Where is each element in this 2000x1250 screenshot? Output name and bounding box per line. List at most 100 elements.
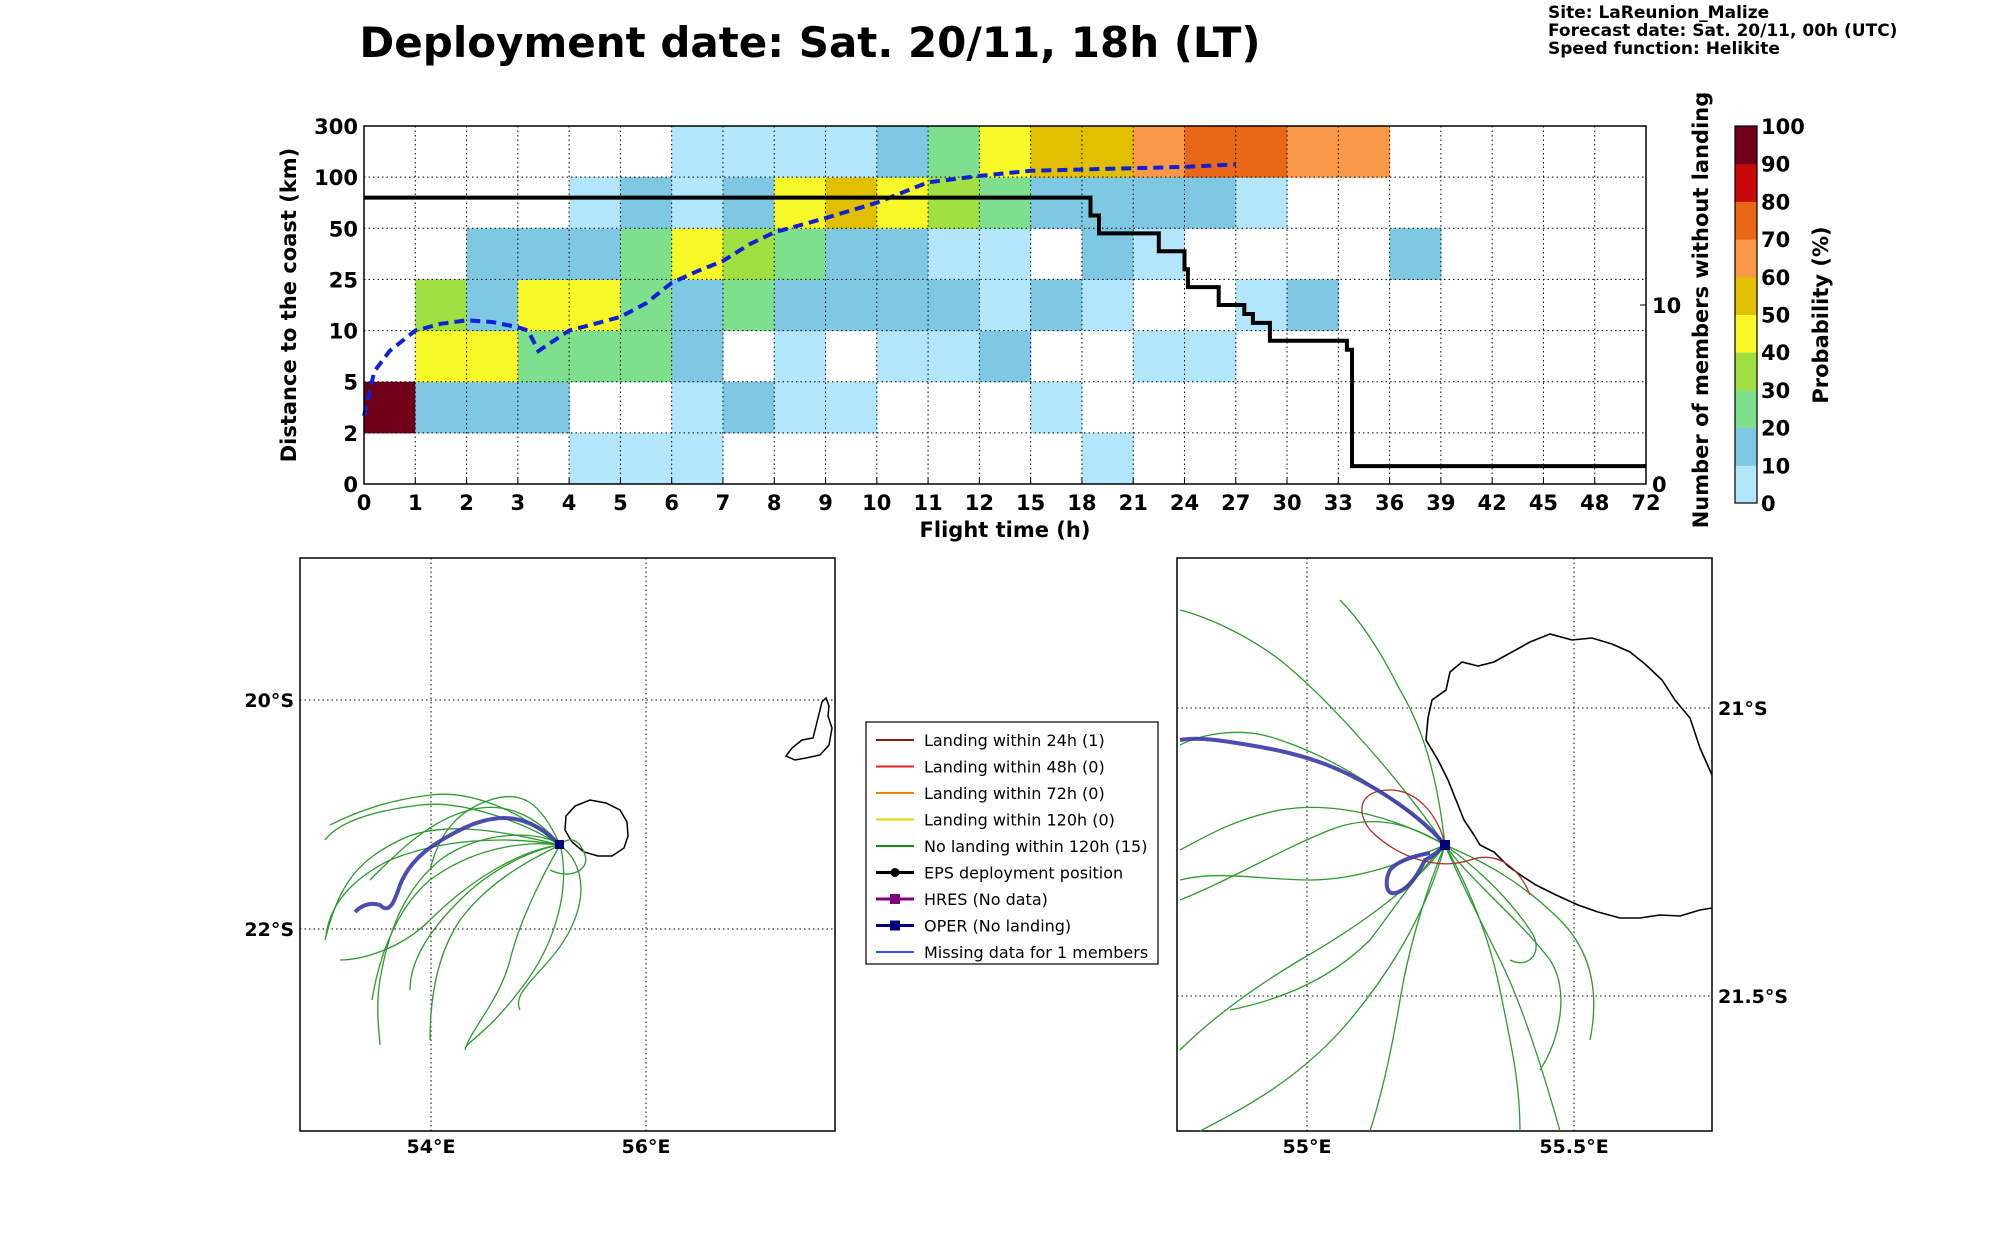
x-tick-label: 11	[913, 491, 942, 515]
legend-label: Landing within 48h (0)	[924, 758, 1105, 777]
heatmap-cell	[979, 177, 1032, 229]
colorbar-tick-label: 30	[1761, 379, 1790, 403]
legend-item: Landing within 72h (0)	[876, 784, 1105, 803]
x-tick-label: 8	[767, 491, 782, 515]
heatmap-cell	[1235, 126, 1288, 178]
zoom-lat-label: 21.5°S	[1718, 986, 1788, 1008]
x-tick-label: 9	[818, 491, 833, 515]
y-tick-label: 25	[329, 268, 358, 292]
zoom-map: 21°S 21.5°S 55°E 55.5°E	[1176, 557, 1788, 1158]
heatmap-cell	[825, 177, 878, 229]
legend-item: No landing within 120h (15)	[876, 837, 1147, 856]
heatmap-cell	[466, 228, 519, 280]
legend-item: EPS deployment position	[876, 864, 1123, 883]
reunion-island-outline	[564, 799, 629, 857]
colorbar-tick-label: 20	[1761, 417, 1790, 441]
heatmap-cell	[979, 126, 1032, 178]
heatmap-cells	[364, 126, 1442, 485]
colorbar-segment	[1735, 126, 1757, 165]
x-tick-label: 10	[862, 491, 891, 515]
oper-deployment-marker	[1440, 840, 1450, 850]
colorbar-tick-label: 90	[1761, 153, 1790, 177]
heatmap-cell	[1133, 330, 1185, 383]
colorbar-tick-label: 100	[1761, 115, 1805, 139]
overview-map-frame	[299, 557, 836, 1132]
heatmap-cell	[722, 381, 775, 434]
heatmap-cell	[1287, 279, 1339, 332]
legend-label: EPS deployment position	[924, 864, 1123, 883]
x-tick-label: 1	[408, 491, 423, 515]
zoom-lon-label: 55°E	[1283, 1136, 1332, 1158]
heatmap-cell	[825, 126, 878, 178]
heatmap-cell	[876, 330, 929, 383]
legend-frame	[865, 721, 1159, 965]
colorbar-segment	[1735, 427, 1757, 466]
heatmap-cell	[876, 279, 929, 332]
legend-label: Landing within 120h (0)	[924, 811, 1115, 830]
member-track	[464, 844, 561, 1051]
heatmap-cell	[1389, 228, 1442, 280]
y2-tick-label: 10	[1652, 294, 1681, 318]
landing-24h-track	[1361, 789, 1531, 896]
colorbar-tick-label: 50	[1761, 304, 1790, 328]
heatmap-cell	[774, 228, 827, 280]
heatmap-cell	[774, 381, 827, 434]
x-tick-label: 5	[613, 491, 628, 515]
overview-lon-label: 56°E	[622, 1136, 671, 1158]
heatmap-cell	[620, 228, 673, 280]
heatmap-cell	[1133, 177, 1185, 229]
colorbar-segment	[1735, 465, 1757, 504]
member-track	[429, 844, 561, 1041]
x-tick-label: 4	[562, 491, 577, 515]
heatmap-cell	[569, 228, 621, 280]
legend-marker	[890, 868, 900, 877]
mauritius-island-outline	[784, 696, 833, 761]
member-track	[371, 843, 561, 1001]
x-tick-label: 42	[1478, 491, 1507, 515]
member-track	[1444, 844, 1537, 964]
member-track	[1444, 844, 1561, 1132]
heatmap-cell	[671, 432, 724, 485]
heatmap-cell	[569, 177, 621, 229]
member-track	[464, 844, 565, 1049]
heatmap-cell	[774, 279, 827, 332]
x-tick-label: 36	[1375, 491, 1404, 515]
member-track	[339, 844, 561, 961]
heatmap-cell	[1081, 279, 1134, 332]
colorbar-segment	[1735, 201, 1757, 240]
member-track	[549, 839, 587, 875]
heatmap-cell	[825, 228, 878, 280]
heatmap-cell	[1287, 126, 1339, 178]
legend: Landing within 24h (1) Landing within 48h…	[865, 721, 1159, 965]
y2-axis-label: Number of members without landing	[1689, 92, 1713, 529]
x-tick-label: 33	[1324, 491, 1353, 515]
x-tick-label: 24	[1170, 491, 1199, 515]
heatmap-cell	[1030, 381, 1083, 434]
colorbar-segment	[1735, 389, 1757, 429]
x-tick-label: 15	[1016, 491, 1045, 515]
heatmap-cell	[825, 279, 878, 332]
legend-item: Missing data for 1 members	[876, 943, 1148, 962]
heatmap-lines	[362, 162, 1646, 469]
member-track	[409, 844, 561, 991]
heatmap-cell	[722, 126, 775, 178]
chart-title: Deployment date: Sat. 20/11, 18h (LT)	[359, 18, 1260, 67]
legend-item: Landing within 48h (0)	[876, 758, 1105, 777]
legend-label: No landing within 120h (15)	[924, 837, 1147, 856]
heatmap-cell	[671, 381, 724, 434]
heatmap-cell	[1081, 432, 1134, 485]
y2-tick-label: 0	[1652, 473, 1667, 497]
x-tick-label: 72	[1631, 491, 1660, 515]
x-tick-label: 27	[1221, 491, 1250, 515]
overview-lon-label: 54°E	[407, 1136, 456, 1158]
heatmap-cell	[722, 177, 775, 229]
reunion-coastline-zoom	[1425, 633, 1713, 919]
heatmap-cell	[671, 177, 724, 229]
colorbar-tick-label: 60	[1761, 266, 1790, 290]
colorbar-segment	[1735, 163, 1757, 202]
heatmap-cell	[671, 279, 724, 332]
median-distance-line	[362, 162, 1236, 417]
members-without-landing-line	[364, 195, 1646, 469]
y2-tick-labels: 0 10	[1640, 294, 1681, 497]
heatmap-cell	[517, 279, 570, 332]
